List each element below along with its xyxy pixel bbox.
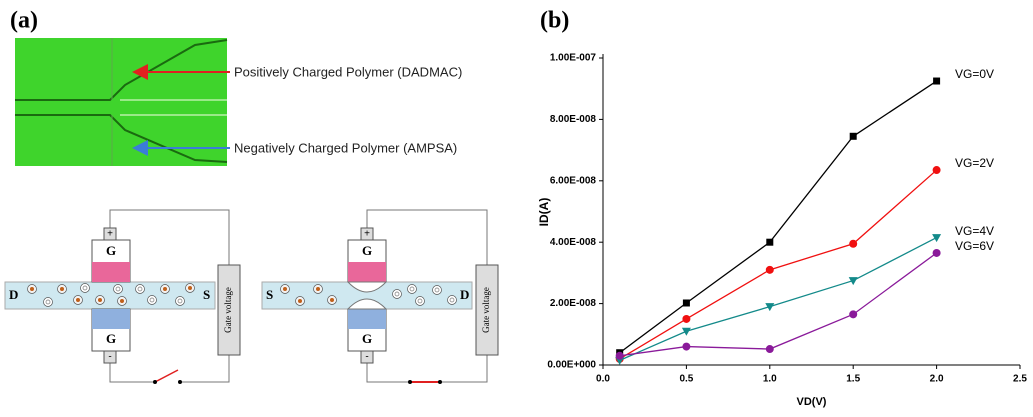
marker xyxy=(616,352,624,360)
ion-core xyxy=(46,300,50,304)
terminal-label: S xyxy=(266,287,273,302)
marker xyxy=(766,266,774,274)
gate-label: G xyxy=(106,331,116,346)
ion-core xyxy=(316,287,320,291)
marker xyxy=(766,239,773,246)
annotation: Negatively Charged Polymer (AMPSA) xyxy=(234,140,457,155)
y-axis-title: ID(A) xyxy=(537,198,551,227)
x-tick-label: 1.0 xyxy=(763,374,777,385)
series-label: VG=4V xyxy=(955,224,994,238)
plus: + xyxy=(107,229,113,240)
marker xyxy=(932,234,941,242)
marker xyxy=(850,133,857,140)
x-tick-label: 1.5 xyxy=(846,374,860,385)
x-tick-label: 2.0 xyxy=(930,374,944,385)
chart: 0.00E+000 2.00E-008 4.00E-008 6.00E-008 8.00… xyxy=(537,53,1027,408)
ion-core xyxy=(116,287,120,291)
minus: - xyxy=(108,352,111,363)
gate-label: G xyxy=(362,243,372,258)
ion-core xyxy=(163,287,167,291)
x-tick-label: 0.5 xyxy=(679,374,693,385)
ion-core xyxy=(395,292,399,296)
figure: (a) Positively Charged Polymer (DADMAC) … xyxy=(0,0,1033,412)
ion-core xyxy=(30,287,34,291)
series-label: VG=6V xyxy=(955,239,994,253)
ion-core xyxy=(418,299,422,303)
ion-core xyxy=(410,287,414,291)
series-line xyxy=(620,170,937,359)
ion-core xyxy=(83,286,87,290)
ion-core xyxy=(178,299,182,303)
panel-label: (a) xyxy=(10,8,38,34)
marker xyxy=(766,345,774,353)
ion-core xyxy=(150,298,154,302)
ion-core xyxy=(60,287,64,291)
terminal-label: D xyxy=(9,287,18,302)
y-tick-label: 0.00E+000 xyxy=(547,360,596,371)
y-tick-label: 1.00E-007 xyxy=(550,53,597,64)
ion-core xyxy=(450,298,454,302)
plus: + xyxy=(364,229,370,240)
marker xyxy=(849,310,857,318)
micrograph xyxy=(15,38,227,166)
y-tick-label: 6.00E-008 xyxy=(550,175,597,186)
ion-core xyxy=(330,298,334,302)
y-tick-label: 2.00E-008 xyxy=(550,298,597,309)
ion-core xyxy=(120,299,124,303)
series-line xyxy=(620,238,937,361)
diagram: Gate voltage G G + - S D xyxy=(262,210,498,384)
x-axis-title: VD(V) xyxy=(797,396,827,408)
marker xyxy=(682,343,690,351)
y-tick-label: 4.00E-008 xyxy=(550,237,597,248)
marker xyxy=(682,315,690,323)
source-label: Gate voltage xyxy=(223,287,233,333)
series-label: VG=2V xyxy=(955,156,994,170)
marker xyxy=(933,249,941,257)
ion-core xyxy=(283,287,287,291)
panel-label: (b) xyxy=(540,8,569,34)
series-label: VG=0V xyxy=(955,67,994,81)
marker xyxy=(933,78,940,85)
marker xyxy=(849,240,857,248)
marker xyxy=(682,328,691,336)
series-line xyxy=(620,81,937,353)
gate-label: G xyxy=(106,243,116,258)
marker xyxy=(933,166,941,174)
minus: - xyxy=(365,352,368,363)
x-tick-label: 0.0 xyxy=(596,374,610,385)
y-tick-label: 8.00E-008 xyxy=(550,114,597,125)
source-label: Gate voltage xyxy=(481,287,491,333)
ion-core xyxy=(298,299,302,303)
terminal-label: S xyxy=(203,287,210,302)
terminal-label: D xyxy=(460,287,469,302)
marker xyxy=(683,299,690,306)
x-tick-label: 2.5 xyxy=(1013,374,1027,385)
diagram: Gate voltage G G + - D S xyxy=(5,210,240,384)
gate-label: G xyxy=(362,331,372,346)
annotation: Positively Charged Polymer (DADMAC) xyxy=(234,64,462,79)
ion-core xyxy=(188,286,192,290)
ion-core xyxy=(138,287,142,291)
ion-core xyxy=(98,298,102,302)
ion-core xyxy=(76,298,80,302)
ion-core xyxy=(435,288,439,292)
